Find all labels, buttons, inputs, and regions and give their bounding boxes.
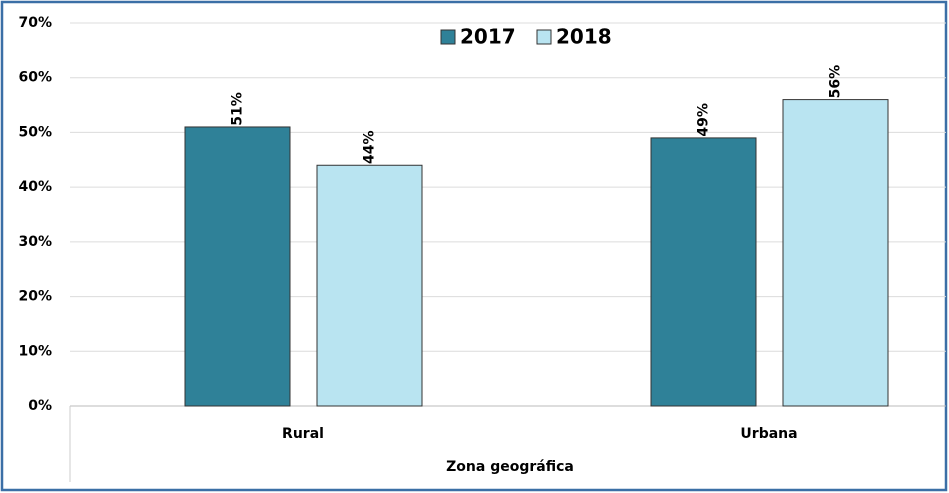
x-tick-label: Rural bbox=[282, 426, 324, 442]
y-tick-label: 50% bbox=[18, 124, 52, 140]
y-tick-label: 70% bbox=[18, 15, 52, 31]
y-tick-label: 30% bbox=[18, 234, 52, 250]
bar bbox=[650, 137, 757, 407]
bar bbox=[316, 164, 423, 407]
y-tick-label: 20% bbox=[18, 289, 52, 305]
legend-swatch bbox=[440, 29, 456, 45]
bar bbox=[184, 126, 291, 407]
legend-label: 2018 bbox=[556, 25, 612, 49]
value-label: 44% bbox=[362, 130, 378, 164]
y-tick-label: 60% bbox=[18, 70, 52, 86]
x-axis-title: Zona geográfica bbox=[446, 459, 574, 475]
y-tick-label: 10% bbox=[18, 343, 52, 359]
bar bbox=[782, 99, 889, 407]
x-tick-label: Urbana bbox=[740, 426, 797, 442]
y-tick-label: 0% bbox=[28, 398, 52, 414]
value-label: 49% bbox=[696, 103, 712, 137]
value-label: 56% bbox=[828, 65, 844, 99]
y-tick-label: 40% bbox=[18, 179, 52, 195]
value-label: 51% bbox=[230, 92, 246, 126]
legend-label: 2017 bbox=[460, 25, 516, 49]
legend-swatch bbox=[536, 29, 552, 45]
